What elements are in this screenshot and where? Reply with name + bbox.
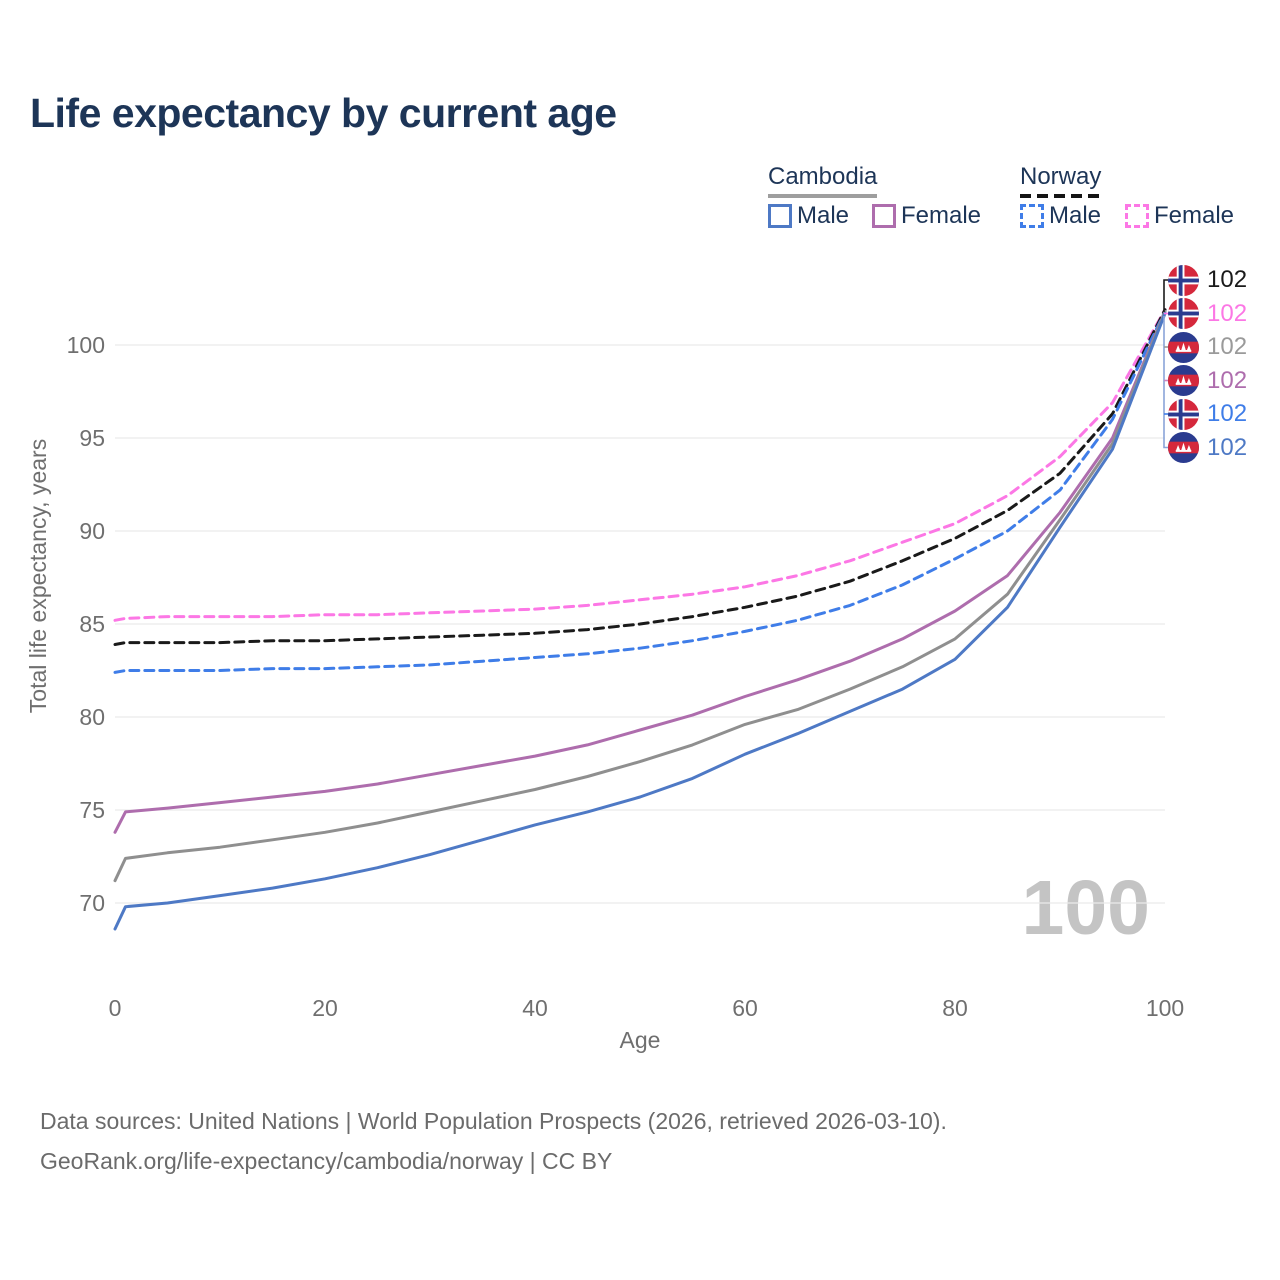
series-line-cambodia [113, 310, 1167, 883]
age-counter-watermark: 100 [1021, 865, 1150, 951]
legend-norway-dashed-line [1020, 194, 1102, 198]
series-line-norway-male [113, 310, 1167, 674]
page-title: Life expectancy by current age [30, 90, 617, 136]
y-tick-label-95: 95 [79, 425, 105, 451]
legend-item-label: Female [901, 202, 982, 229]
series-line-cambodia-female [113, 310, 1167, 834]
end-label-norway-female: 102 [1168, 298, 1247, 329]
end-label-cambodia: 102 [1168, 331, 1248, 363]
legend-item-norway-female[interactable]: Female [1125, 203, 1234, 229]
end-label-value: 102 [1207, 333, 1248, 360]
legend-item-norway-male[interactable]: Male [1020, 203, 1101, 229]
end-label-value: 102 [1207, 266, 1248, 293]
end-label-cambodia-male: 102 [1168, 432, 1247, 463]
series-line-norway-female [113, 308, 1167, 622]
legend-cambodia-label: Cambodia [768, 163, 878, 190]
x-tick-label-80: 80 [942, 995, 968, 1021]
legend-item-cambodia-female[interactable]: Female [872, 203, 981, 229]
x-tick-label-40: 40 [522, 995, 548, 1021]
end-label-value: 102 [1207, 366, 1248, 394]
x-tick-label-100: 100 [1146, 995, 1184, 1021]
end-label-norway-male: 102 [1168, 398, 1248, 430]
y-tick-label-100: 100 [67, 332, 105, 358]
cambodia-female-swatch-icon [872, 204, 896, 228]
data-series-lines [113, 308, 1167, 931]
series-line-norway [113, 308, 1167, 646]
legend-group-norway[interactable]: Norway [1020, 163, 1102, 198]
end-label-value: 102 [1207, 299, 1248, 327]
legend-cambodia-solid-line [768, 194, 878, 198]
y-tick-label-85: 85 [79, 611, 105, 637]
y-tick-label-90: 90 [79, 518, 105, 544]
legend-item-label: Male [1049, 202, 1102, 229]
end-label-cambodia-female: 102 [1168, 365, 1247, 396]
x-tick-label-0: 0 [109, 995, 122, 1021]
legend-item-label: Female [1154, 202, 1235, 229]
norway-flag-icon [1168, 298, 1199, 329]
y-tick-label-70: 70 [79, 890, 105, 916]
end-label-value: 102 [1207, 433, 1248, 461]
x-tick-label-20: 20 [312, 995, 338, 1021]
axis-tick-labels: 70 75 80 85 90 95 100 0 20 40 60 80 100 [67, 332, 1185, 1021]
legend-item-cambodia-male[interactable]: Male [768, 203, 849, 229]
x-axis-title: Age [620, 1027, 661, 1053]
y-tick-label-75: 75 [79, 797, 105, 823]
cambodia-male-swatch-icon [768, 204, 792, 228]
cambodia-flag-icon [1168, 365, 1199, 396]
footer-attribution-link: GeoRank.org/life-expectancy/cambodia/nor… [40, 1148, 613, 1174]
legend-group-cambodia[interactable]: Cambodia [768, 163, 878, 198]
legend-norway-label: Norway [1020, 163, 1102, 190]
norway-flag-icon [1168, 398, 1199, 430]
end-label-value: 102 [1207, 400, 1248, 427]
legend-item-label: Male [797, 202, 850, 229]
x-tick-label-60: 60 [732, 995, 758, 1021]
series-line-cambodia-male [113, 311, 1167, 931]
cambodia-flag-icon [1168, 331, 1199, 363]
line-chart-plot: 70 75 80 85 90 95 100 0 20 40 60 80 100 Total life e… [25, 279, 1185, 1053]
y-tick-label-80: 80 [79, 704, 105, 730]
cambodia-flag-icon [1168, 432, 1199, 463]
norway-female-swatch-icon [1125, 204, 1149, 228]
norway-flag-icon [1168, 264, 1199, 296]
norway-male-swatch-icon [1020, 204, 1044, 228]
end-label-norway: 102 [1168, 264, 1248, 296]
y-axis-title: Total life expectancy, years [25, 439, 51, 713]
footer-data-sources: Data sources: United Nations | World Pop… [40, 1108, 947, 1134]
